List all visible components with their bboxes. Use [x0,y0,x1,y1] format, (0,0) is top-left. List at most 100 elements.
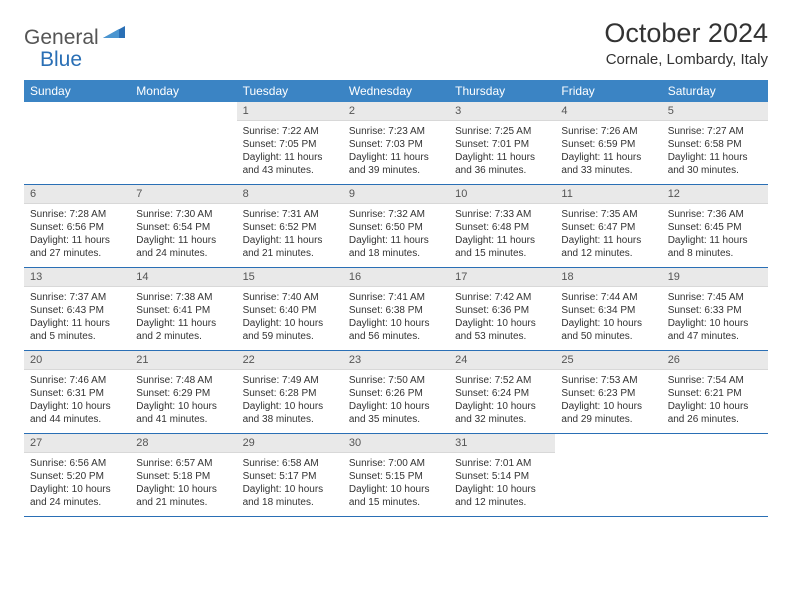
daylight-text: Daylight: 10 hours and 56 minutes. [349,317,443,343]
day-cell: 29Sunrise: 6:58 AMSunset: 5:17 PMDayligh… [237,434,343,516]
daylight-text: Daylight: 11 hours and 30 minutes. [668,151,762,177]
sunset-text: Sunset: 6:40 PM [243,304,337,317]
day-number: 3 [449,102,555,121]
sunset-text: Sunset: 5:14 PM [455,470,549,483]
day-body: Sunrise: 7:40 AMSunset: 6:40 PMDaylight:… [237,287,343,349]
sunrise-text: Sunrise: 7:27 AM [668,125,762,138]
location: Cornale, Lombardy, Italy [604,51,768,68]
month-title: October 2024 [604,18,768,49]
day-cell: 26Sunrise: 7:54 AMSunset: 6:21 PMDayligh… [662,351,768,433]
day-number: 28 [130,434,236,453]
daylight-text: Daylight: 11 hours and 15 minutes. [455,234,549,260]
sunrise-text: Sunrise: 7:00 AM [349,457,443,470]
daylight-text: Daylight: 10 hours and 47 minutes. [668,317,762,343]
header: General October 2024 Cornale, Lombardy, … [24,18,768,68]
day-cell: 25Sunrise: 7:53 AMSunset: 6:23 PMDayligh… [555,351,661,433]
empty-day-cell [662,434,768,516]
sunset-text: Sunset: 6:38 PM [349,304,443,317]
day-body: Sunrise: 6:58 AMSunset: 5:17 PMDaylight:… [237,453,343,515]
day-header: Thursday [449,80,555,102]
day-number: 27 [24,434,130,453]
daylight-text: Daylight: 10 hours and 18 minutes. [243,483,337,509]
logo: General [24,24,127,51]
sunset-text: Sunset: 6:48 PM [455,221,549,234]
sunrise-text: Sunrise: 7:36 AM [668,208,762,221]
sunset-text: Sunset: 7:05 PM [243,138,337,151]
daylight-text: Daylight: 10 hours and 53 minutes. [455,317,549,343]
day-body: Sunrise: 7:33 AMSunset: 6:48 PMDaylight:… [449,204,555,266]
day-cell: 6Sunrise: 7:28 AMSunset: 6:56 PMDaylight… [24,185,130,267]
sunset-text: Sunset: 6:41 PM [136,304,230,317]
day-body: Sunrise: 7:50 AMSunset: 6:26 PMDaylight:… [343,370,449,432]
day-body: Sunrise: 7:01 AMSunset: 5:14 PMDaylight:… [449,453,555,515]
day-number: 19 [662,268,768,287]
sunrise-text: Sunrise: 6:56 AM [30,457,124,470]
day-body: Sunrise: 6:57 AMSunset: 5:18 PMDaylight:… [130,453,236,515]
day-number: 15 [237,268,343,287]
day-cell: 31Sunrise: 7:01 AMSunset: 5:14 PMDayligh… [449,434,555,516]
sunrise-text: Sunrise: 7:31 AM [243,208,337,221]
day-body: Sunrise: 6:56 AMSunset: 5:20 PMDaylight:… [24,453,130,515]
sunset-text: Sunset: 6:59 PM [561,138,655,151]
day-body: Sunrise: 7:54 AMSunset: 6:21 PMDaylight:… [662,370,768,432]
empty-day-cell [555,434,661,516]
sunrise-text: Sunrise: 7:01 AM [455,457,549,470]
day-number: 7 [130,185,236,204]
day-header: Saturday [662,80,768,102]
day-number: 16 [343,268,449,287]
sunrise-text: Sunrise: 7:53 AM [561,374,655,387]
day-cell: 7 Sunrise: 7:30 AMSunset: 6:54 PMDaylight… [130,185,236,267]
logo-text-blue-wrap: Blue [40,48,82,72]
day-body: Sunrise: 7:44 AMSunset: 6:34 PMDaylight:… [555,287,661,349]
sunset-text: Sunset: 6:43 PM [30,304,124,317]
day-body: Sunrise: 7:37 AMSunset: 6:43 PMDaylight:… [24,287,130,349]
sunset-text: Sunset: 6:21 PM [668,387,762,400]
day-body: Sunrise: 7:38 AMSunset: 6:41 PMDaylight:… [130,287,236,349]
day-number: 14 [130,268,236,287]
day-cell: 28Sunrise: 6:57 AMSunset: 5:18 PMDayligh… [130,434,236,516]
sunrise-text: Sunrise: 7:33 AM [455,208,549,221]
empty-day-cell [130,102,236,184]
logo-text-blue: Blue [40,48,82,71]
daylight-text: Daylight: 10 hours and 21 minutes. [136,483,230,509]
day-number: 11 [555,185,661,204]
day-number: 25 [555,351,661,370]
day-cell: 12Sunrise: 7:36 AMSunset: 6:45 PMDayligh… [662,185,768,267]
day-body: Sunrise: 7:22 AMSunset: 7:05 PMDaylight:… [237,121,343,183]
daylight-text: Daylight: 11 hours and 12 minutes. [561,234,655,260]
week-row: 20Sunrise: 7:46 AMSunset: 6:31 PMDayligh… [24,351,768,434]
daylight-text: Daylight: 10 hours and 41 minutes. [136,400,230,426]
day-body: Sunrise: 7:25 AMSunset: 7:01 PMDaylight:… [449,121,555,183]
week-row: 27Sunrise: 6:56 AMSunset: 5:20 PMDayligh… [24,434,768,517]
sunset-text: Sunset: 6:54 PM [136,221,230,234]
sunrise-text: Sunrise: 7:50 AM [349,374,443,387]
sunset-text: Sunset: 7:01 PM [455,138,549,151]
daylight-text: Daylight: 11 hours and 5 minutes. [30,317,124,343]
day-body: Sunrise: 7:36 AMSunset: 6:45 PMDaylight:… [662,204,768,266]
day-body: Sunrise: 7:31 AMSunset: 6:52 PMDaylight:… [237,204,343,266]
calendar: SundayMondayTuesdayWednesdayThursdayFrid… [24,80,768,517]
day-number: 1 [237,102,343,121]
day-cell: 4Sunrise: 7:26 AMSunset: 6:59 PMDaylight… [555,102,661,184]
triangle-icon [103,24,125,43]
week-row: 13Sunrise: 7:37 AMSunset: 6:43 PMDayligh… [24,268,768,351]
daylight-text: Daylight: 10 hours and 38 minutes. [243,400,337,426]
daylight-text: Daylight: 11 hours and 24 minutes. [136,234,230,260]
day-cell: 5Sunrise: 7:27 AMSunset: 6:58 PMDaylight… [662,102,768,184]
day-cell: 10Sunrise: 7:33 AMSunset: 6:48 PMDayligh… [449,185,555,267]
day-cell: 24Sunrise: 7:52 AMSunset: 6:24 PMDayligh… [449,351,555,433]
day-cell: 9Sunrise: 7:32 AMSunset: 6:50 PMDaylight… [343,185,449,267]
sunrise-text: Sunrise: 7:42 AM [455,291,549,304]
daylight-text: Daylight: 11 hours and 33 minutes. [561,151,655,177]
daylight-text: Daylight: 11 hours and 18 minutes. [349,234,443,260]
day-header: Sunday [24,80,130,102]
sunrise-text: Sunrise: 7:52 AM [455,374,549,387]
day-number: 23 [343,351,449,370]
day-cell: 16Sunrise: 7:41 AMSunset: 6:38 PMDayligh… [343,268,449,350]
day-body: Sunrise: 7:27 AMSunset: 6:58 PMDaylight:… [662,121,768,183]
sunrise-text: Sunrise: 7:30 AM [136,208,230,221]
sunset-text: Sunset: 6:24 PM [455,387,549,400]
sunset-text: Sunset: 6:47 PM [561,221,655,234]
sunrise-text: Sunrise: 7:45 AM [668,291,762,304]
day-number: 12 [662,185,768,204]
